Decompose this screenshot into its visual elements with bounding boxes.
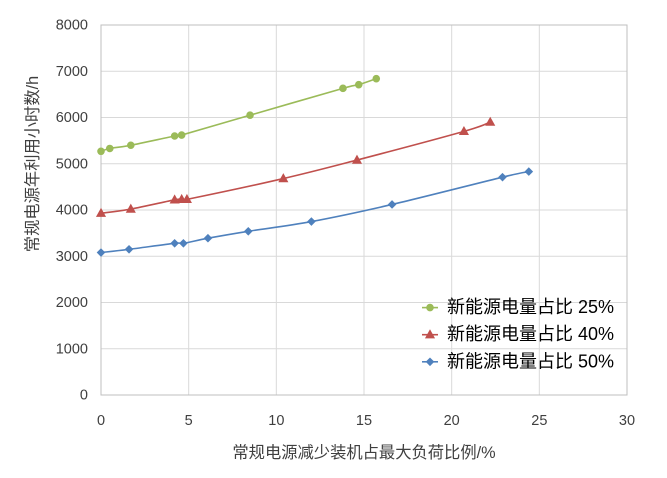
svg-text:30: 30 (619, 413, 635, 429)
svg-text:新能源电量占比 50%: 新能源电量占比 50% (447, 351, 614, 371)
svg-text:8000: 8000 (56, 18, 88, 34)
svg-text:3000: 3000 (56, 249, 88, 265)
svg-text:0: 0 (80, 388, 88, 404)
svg-text:10: 10 (268, 413, 284, 429)
svg-text:5: 5 (185, 413, 193, 429)
svg-text:20: 20 (444, 413, 460, 429)
svg-text:6000: 6000 (56, 110, 88, 126)
svg-text:7000: 7000 (56, 64, 88, 80)
svg-text:新能源电量占比 25%: 新能源电量占比 25% (447, 297, 614, 317)
svg-text:15: 15 (356, 413, 372, 429)
svg-text:25: 25 (531, 413, 547, 429)
svg-text:0: 0 (97, 413, 105, 429)
svg-text:2000: 2000 (56, 295, 88, 311)
svg-text:4000: 4000 (56, 203, 88, 219)
svg-text:新能源电量占比 40%: 新能源电量占比 40% (447, 324, 614, 344)
svg-text:1000: 1000 (56, 341, 88, 357)
svg-text:5000: 5000 (56, 156, 88, 172)
